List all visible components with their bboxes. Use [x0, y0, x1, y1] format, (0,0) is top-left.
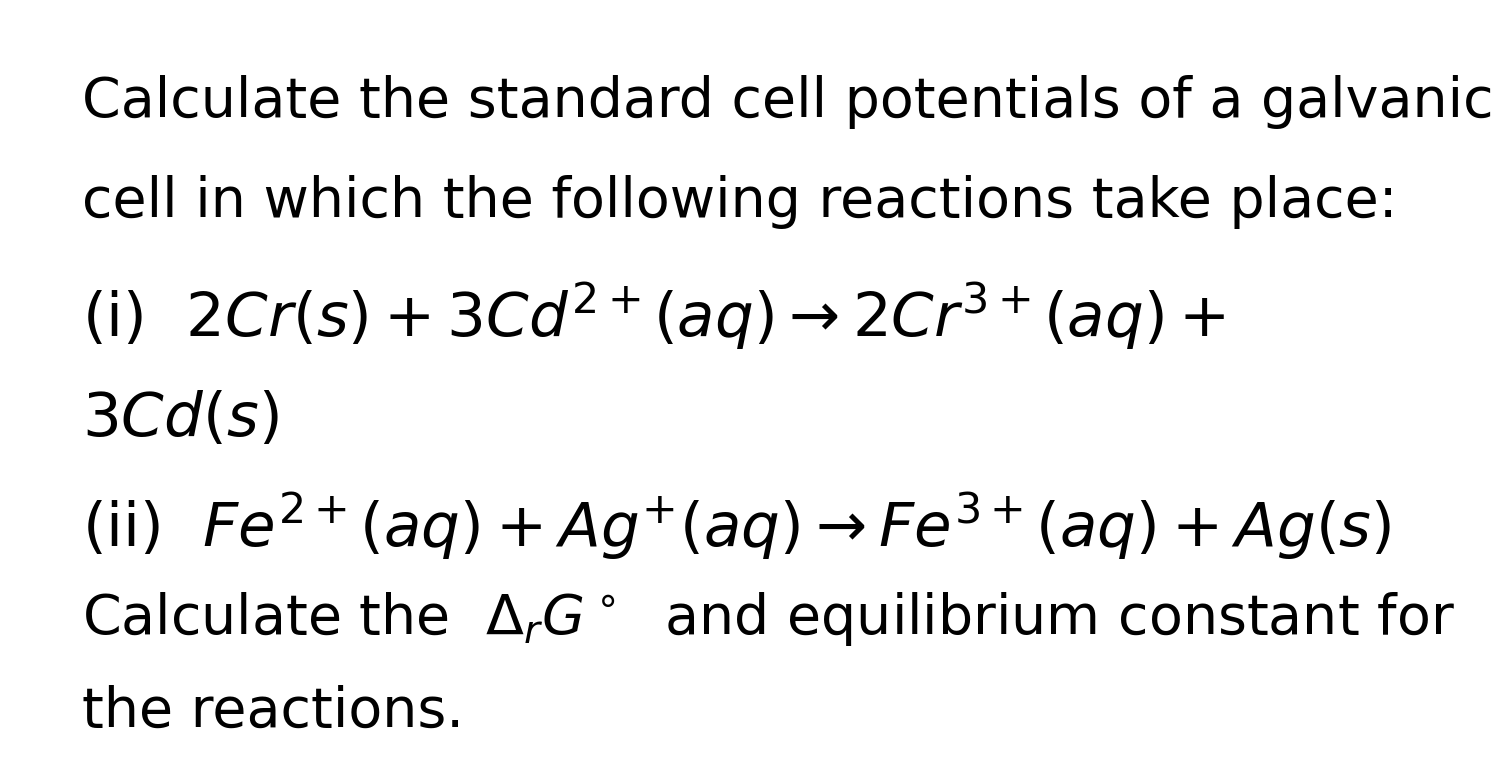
Text: (i)  $2Cr(s) + 3Cd^{2+}(aq) \rightarrow 2Cr^{3+}(aq) +$: (i) $2Cr(s) + 3Cd^{2+}(aq) \rightarrow 2…: [82, 280, 1225, 352]
Text: the reactions.: the reactions.: [82, 685, 465, 739]
Text: Calculate the  $\Delta_r G^\circ$  and equilibrium constant for: Calculate the $\Delta_r G^\circ$ and equ…: [82, 590, 1455, 648]
Text: cell in which the following reactions take place:: cell in which the following reactions ta…: [82, 175, 1398, 229]
Text: (ii)  $Fe^{2+}(aq) + Ag^{+}(aq) \rightarrow Fe^{3+}(aq) + Ag(s)$: (ii) $Fe^{2+}(aq) + Ag^{+}(aq) \rightarr…: [82, 490, 1392, 562]
Text: Calculate the standard cell potentials of a galvanic: Calculate the standard cell potentials o…: [82, 75, 1494, 129]
Text: $3Cd(s)$: $3Cd(s)$: [82, 390, 279, 449]
